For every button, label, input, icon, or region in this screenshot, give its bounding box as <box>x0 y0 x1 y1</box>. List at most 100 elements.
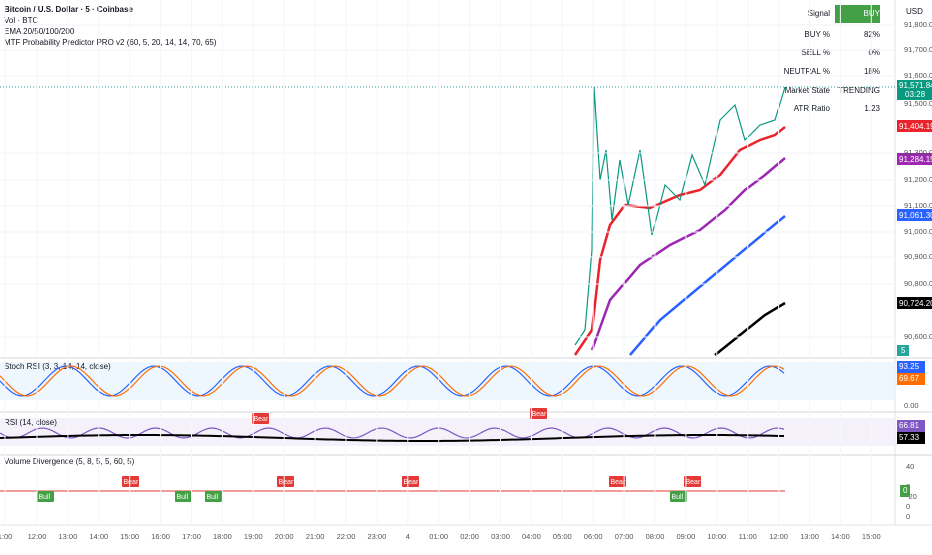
price-tag <box>897 209 932 221</box>
signal-text: Bull <box>207 494 219 501</box>
table-value: 0% <box>868 48 880 57</box>
signal-text: Bear <box>611 479 626 486</box>
price-line <box>574 86 786 346</box>
countdown: 03:28 <box>905 90 926 99</box>
indicator-label: MTF Probability Predictor PRO v2 (60, 5,… <box>4 38 217 47</box>
time-axis-label: 08:00 <box>646 532 665 541</box>
pane-axis-label: 0 <box>906 502 910 511</box>
rsi-line <box>0 427 785 439</box>
time-axis-label: 13:00 <box>800 532 819 541</box>
signal-text: Bull <box>672 494 684 501</box>
time-axis-label: 15:00 <box>862 532 881 541</box>
signal-label <box>252 413 269 424</box>
pane-tag <box>897 373 925 385</box>
time-axis-label: 18:00 <box>213 532 232 541</box>
table-label: NEUTRAL % <box>784 67 830 76</box>
time-axis-label: 02:00 <box>460 532 479 541</box>
pane-axis-label: -20 <box>906 492 917 501</box>
price-tag <box>897 153 932 165</box>
time-axis-label: 11:00 <box>739 532 757 541</box>
time-axis-label: 07:00 <box>615 532 634 541</box>
currency: USD <box>906 7 923 16</box>
time-axis-label: 10:00 <box>707 532 726 541</box>
price-tag <box>897 297 932 309</box>
table-label: Signal <box>808 9 830 18</box>
table-label: ATR Ratio <box>794 104 831 113</box>
price-tag <box>897 345 909 356</box>
price-axis-label: 90,600.00 <box>904 332 932 341</box>
signal-label <box>37 491 54 502</box>
pane-tag-label: 66.81 <box>899 421 920 430</box>
table-value: BUY <box>864 9 881 18</box>
signal-text: Bear <box>404 479 419 486</box>
indicator-label: EMA 20/50/100/200 <box>4 27 75 36</box>
chart-title: Bitcoin / U.S. Dollar · 5 · Coinbase <box>4 5 133 14</box>
pane-tag-label: 69.67 <box>899 374 920 383</box>
table-value: TRENDING <box>838 86 880 95</box>
price-axis-label: 91,700.00 <box>904 45 932 54</box>
price-axis-label: 91,500.00 <box>904 99 932 108</box>
pane-tag <box>897 432 925 444</box>
pane-tag-label: 93.25 <box>899 362 920 371</box>
ema-line <box>714 301 786 356</box>
price-axis-label: 91,000.00 <box>904 227 932 236</box>
table-value: 82% <box>864 30 880 39</box>
signal-cell <box>835 5 880 23</box>
stoch-band <box>0 362 895 400</box>
price-axis-label: 90,900.00 <box>904 252 932 261</box>
time-axis-label: 16:00 <box>151 532 170 541</box>
signal-label <box>175 491 192 502</box>
rsi-ma <box>0 434 785 443</box>
signal-label <box>684 476 701 487</box>
time-axis-label: 17:00 <box>182 532 201 541</box>
pane-title: RSI (14, close) <box>4 418 57 427</box>
table-value: 18% <box>864 67 880 76</box>
pane-title: Volume Divergence (5, 8, 5, 5, 60, 5) <box>4 457 135 466</box>
price-tag <box>897 120 932 132</box>
time-axis-label: 20:00 <box>275 532 294 541</box>
time-axis-label: 04:00 <box>522 532 541 541</box>
signal-label <box>122 476 139 487</box>
price-tag-label: 91,404.19 <box>899 122 932 131</box>
indicator-label: Vol · BTC <box>4 16 38 25</box>
table-label: Market State <box>785 86 831 95</box>
signal-label <box>530 408 547 419</box>
pane-tag <box>897 361 925 373</box>
last-price: 91,571.84 <box>899 81 932 90</box>
signal-text: Bear <box>254 416 269 423</box>
pane-title: Stoch RSI (3, 3, 14, 14, close) <box>4 362 111 371</box>
time-axis-label: 14:00 <box>831 532 850 541</box>
pane-tag <box>897 420 925 432</box>
time-axis-label: 05:00 <box>553 532 572 541</box>
signal-text: Bear <box>532 411 547 418</box>
price-axis-label: 90,800.00 <box>904 279 932 288</box>
time-axis-label: 23:00 <box>368 532 387 541</box>
signal-label <box>609 476 626 487</box>
time-axis-label: 06:00 <box>584 532 603 541</box>
time-axis-label: 13:00 <box>59 532 78 541</box>
time-axis-label: 12:00 <box>28 532 47 541</box>
price-axis-label: 91,200.00 <box>904 175 932 184</box>
time-axis-label: 19:00 <box>244 532 263 541</box>
pane-axis-label: 0.00 <box>904 401 919 410</box>
time-axis-label: 09:00 <box>677 532 696 541</box>
stoch-k <box>0 365 785 397</box>
signal-label <box>277 476 294 487</box>
table-value: 1.23 <box>864 104 880 113</box>
signal-text: Bull <box>177 494 189 501</box>
price-axis-label: 91,800.00 <box>904 20 932 29</box>
price-axis-label: 91,300.00 <box>904 148 932 157</box>
pane-axis-label: 40 <box>906 462 914 471</box>
time-axis-label: 22:00 <box>337 532 356 541</box>
pane-axis-label: 0 <box>906 512 910 521</box>
price-tag-label: 90,724.20 <box>899 299 932 308</box>
time-axis-label: 21:00 <box>306 532 325 541</box>
price-axis-label: 91,600.00 <box>904 71 932 80</box>
pane-tag-label: 0 <box>903 486 908 495</box>
time-axis-label: 12:00 <box>769 532 788 541</box>
time-axis-label: 03:00 <box>491 532 510 541</box>
last-price-tag <box>897 80 932 100</box>
